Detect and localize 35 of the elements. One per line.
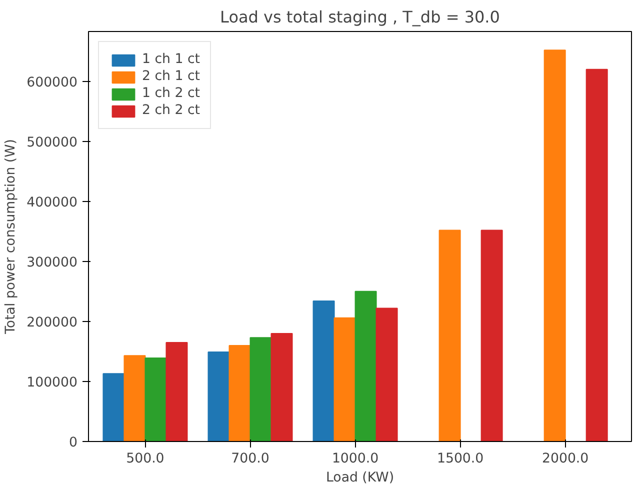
legend-label: 2 ch 1 ct [142,69,200,84]
chart-title: Load vs total staging , T_db = 30.0 [220,8,500,26]
legend-label: 2 ch 2 ct [142,103,200,118]
y-tick-label: 500000 [26,135,78,150]
bar [334,317,356,442]
bar [480,230,503,442]
legend-label: 1 ch 2 ct [142,86,200,101]
y-tick-label: 0 [69,436,78,450]
y-axis-title: Total power consumption (W) [4,139,19,335]
bar [102,373,125,442]
y-tick-label: 600000 [26,75,78,90]
x-tick-label: 500.0 [126,452,164,466]
bar [544,50,566,442]
bar [270,332,293,442]
bar [376,308,398,442]
legend-label: 1 ch 1 ct [142,52,200,67]
x-axis-title: Load (KW) [326,470,394,486]
y-tick-label: 100000 [26,375,78,390]
x-tick-label: 700.0 [231,452,270,466]
bar [438,230,461,442]
bar [228,344,251,442]
bar [144,358,167,442]
x-tick-label: 1500.0 [436,452,484,466]
x-tick-label: 1000.0 [332,452,379,466]
bar [586,68,608,442]
y-tick-label: 400000 [26,195,78,210]
x-tick-label: 2000.0 [542,452,589,466]
bar [124,355,146,442]
y-tick-label: 200000 [26,315,78,330]
y-tick-label: 300000 [26,255,78,270]
bar [354,290,377,442]
bar [166,342,188,442]
bar [208,352,230,442]
bar [250,337,272,442]
bar [312,300,335,442]
